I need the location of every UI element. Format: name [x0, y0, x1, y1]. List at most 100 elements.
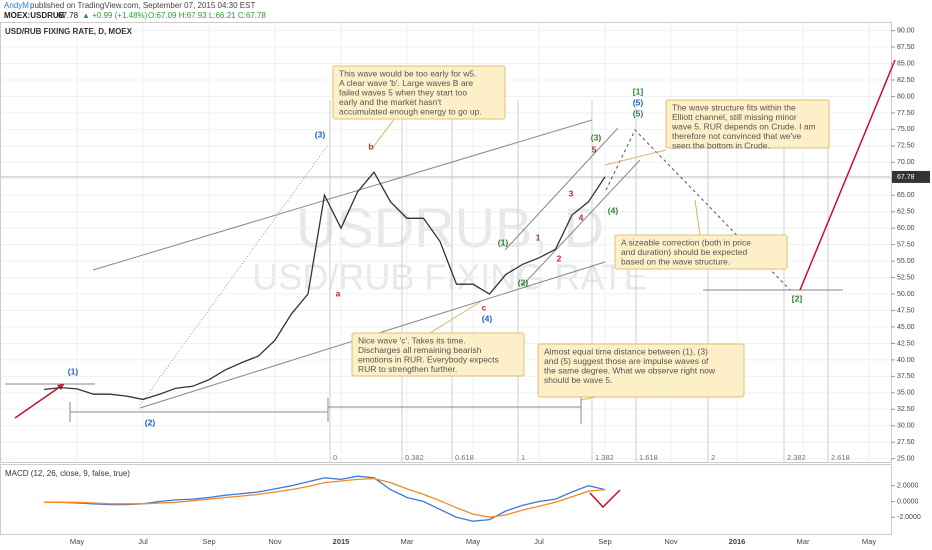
- wave-label: (1): [498, 237, 509, 247]
- price-tag: [892, 170, 930, 183]
- watermark: USD/RUB FIXING RATE: [252, 257, 647, 298]
- x-tick-label: May: [466, 537, 480, 546]
- wave-label: (1): [68, 366, 79, 376]
- wave-label: (2): [518, 277, 529, 287]
- x-tick-label: Mar: [797, 537, 810, 546]
- publisher[interactable]: AndyM: [4, 1, 29, 10]
- x-tick-label: Nov: [268, 537, 282, 546]
- annotation-text: Elliott channel, still missing minor: [672, 112, 797, 122]
- y-tick-label: 47.50: [897, 307, 915, 314]
- y-tick-label: 60.00: [897, 225, 915, 232]
- annotation-box: [614, 234, 788, 270]
- pane-title: USD/RUB FIXING RATE, D, MOEX: [5, 27, 133, 36]
- annotation-text: and (5) suggest those are impulse waves …: [544, 356, 709, 366]
- y-tick-label: 0.0000: [897, 498, 919, 505]
- y-tick-label: 65.00: [897, 192, 915, 199]
- x-tick-label: Jul: [138, 537, 148, 546]
- annotation-text: Discharges all remaining bearish: [358, 345, 482, 355]
- annotation-text: This wave would be too early for w5.: [339, 68, 476, 78]
- annotation-box: [351, 332, 525, 377]
- arrow: [799, 59, 896, 291]
- arrow: [589, 489, 621, 509]
- y-tick-label: 90.00: [897, 27, 915, 34]
- annotation-text: A sizeable correction (both in price: [621, 237, 751, 247]
- fib-label: 0: [333, 453, 337, 462]
- y-tick-label: 70.00: [897, 159, 915, 166]
- fib-label: 0.618: [455, 453, 474, 462]
- x-tick-label: Jul: [534, 537, 544, 546]
- fib-label: 1: [521, 453, 525, 462]
- change: ▲ +0.99 (+1.48%): [82, 11, 148, 20]
- y-tick-label: 62.50: [897, 209, 915, 216]
- published: published on TradingView.com, September …: [30, 1, 255, 10]
- y-tick-label: 42.50: [897, 340, 915, 347]
- dotted-line: [139, 144, 329, 406]
- wave-label: a: [336, 288, 341, 298]
- x-tick-label: May: [862, 537, 876, 546]
- annotation-text: based on the wave structure.: [621, 256, 730, 266]
- wave-label: (4): [608, 205, 619, 215]
- price-line: [44, 477, 606, 518]
- x-tick-label: Sep: [598, 537, 611, 546]
- wave-label: (3): [591, 132, 602, 142]
- y-tick-label: 25.00: [897, 456, 915, 463]
- annotation-box: [665, 99, 830, 149]
- wave-label: 2: [557, 253, 562, 263]
- annotation-text: RUR to strengthen further.: [358, 364, 457, 374]
- wave-label: (5): [633, 108, 644, 118]
- x-tick-label: 2015: [333, 537, 350, 546]
- y-tick-label: -2.0000: [897, 514, 921, 521]
- fib-label: 2.382: [787, 453, 806, 462]
- y-tick-label: 50.00: [897, 291, 915, 298]
- x-tick-label: Mar: [401, 537, 414, 546]
- y-tick-label: 27.50: [897, 439, 915, 446]
- y-tick-label: 82.50: [897, 77, 915, 84]
- pane-title: MACD (12, 26, close, 9, false, true): [5, 469, 130, 478]
- wave-label: (3): [315, 129, 326, 139]
- y-tick-label: 72.50: [897, 143, 915, 150]
- annotation-text: Almost equal time distance between (1), …: [544, 346, 708, 356]
- x-tick-label: 2016: [729, 537, 746, 546]
- main-pane: [0, 22, 892, 463]
- fib-label: 1.618: [639, 453, 658, 462]
- y-tick-label: 57.50: [897, 241, 915, 248]
- fib-label: 2.618: [831, 453, 850, 462]
- wave-label: [1]: [633, 86, 644, 96]
- y-tick-label: 40.00: [897, 357, 915, 364]
- annotation-text: the same degree. What we observe right n…: [544, 365, 716, 375]
- macd-pane: [0, 464, 892, 535]
- y-tick-label: 45.00: [897, 324, 915, 331]
- wave-label: (4): [482, 313, 493, 323]
- annotation-text: Nice wave 'c'. Takes its time.: [358, 335, 465, 345]
- wave-label: (2): [145, 417, 156, 427]
- arrow: [14, 383, 65, 419]
- channel-line: [504, 127, 619, 251]
- y-tick-label: 80.00: [897, 93, 915, 100]
- y-tick-label: 32.50: [897, 406, 915, 413]
- y-tick-label: 30.00: [897, 423, 915, 430]
- annotation-box: [537, 343, 745, 398]
- y-tick-label: 75.00: [897, 126, 915, 133]
- annotation-text: early and the market hasn't: [339, 97, 442, 107]
- annotation-text: seen the bottom in Crude.: [672, 140, 770, 150]
- fib-label: 2: [711, 453, 715, 462]
- price-tag-label: 67.78: [897, 174, 915, 181]
- channel-line: [522, 159, 641, 286]
- y-tick-label: 77.50: [897, 110, 915, 117]
- annotation-text: should be wave 5.: [544, 375, 613, 385]
- annotation-text: A clear wave 'b'. Large waves B are: [339, 78, 473, 88]
- annotation-text: accumulated enough energy to go up.: [339, 106, 482, 116]
- annotation-box: [332, 65, 506, 120]
- annotation-text: therefore not convinced that we've: [672, 131, 801, 141]
- annotation-text: and duration) should be expected: [621, 247, 747, 257]
- y-tick-label: 35.00: [897, 390, 915, 397]
- ticker: MOEX:USDRUB: [4, 11, 65, 20]
- x-tick-label: Sep: [202, 537, 215, 546]
- channel-line: [92, 119, 593, 271]
- y-tick-label: 85.00: [897, 60, 915, 67]
- watermark: USDRUB, D: [296, 196, 604, 259]
- wave-label: 3: [569, 188, 574, 198]
- projection: [605, 129, 791, 291]
- fib-label: 0.382: [405, 453, 424, 462]
